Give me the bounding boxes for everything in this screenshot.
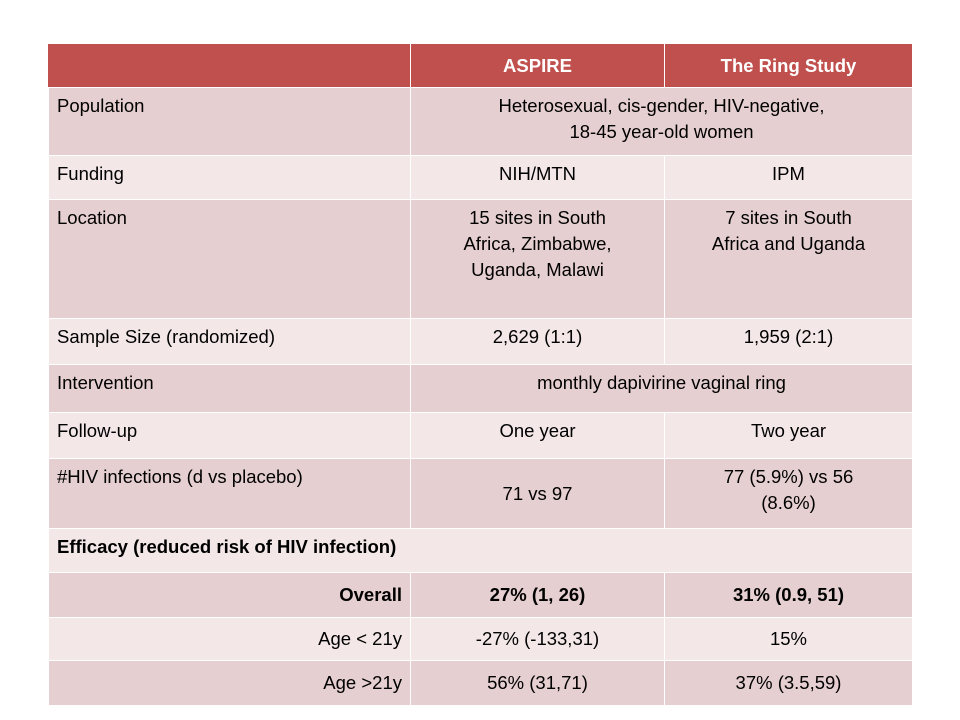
location-aspire-line3: Uganda, Malawi [471,259,604,280]
location-aspire-line2: Africa, Zimbabwe, [463,233,612,254]
hiv-infections-ring-line1: 77 (5.9%) vs 56 [723,466,854,487]
efficacy-label: Efficacy (reduced risk of HIV infection) [48,528,913,573]
location-ring-line2: Africa and Uganda [711,233,866,254]
age-under-21-aspire: -27% (-133,31) [410,617,665,661]
row-follow-up: Follow-up One year Two year [48,412,913,459]
follow-up-ring: Two year [664,412,913,459]
row-funding: Funding NIH/MTN IPM [48,155,913,200]
overall-ring: 31% (0.9, 51) [664,572,913,618]
row-efficacy: Efficacy (reduced risk of HIV infection) [48,528,913,573]
overall-aspire: 27% (1, 26) [410,572,665,618]
hiv-infections-ring: 77 (5.9%) vs 56 (8.6%) [664,458,913,529]
location-aspire-line1: 15 sites in South [469,207,606,228]
age-over-21-label: Age >21y [48,660,411,706]
hiv-infections-ring-line2: (8.6%) [761,492,816,513]
row-sample-size: Sample Size (randomized) 2,629 (1:1) 1,9… [48,318,913,365]
sample-size-label: Sample Size (randomized) [48,318,411,365]
location-aspire: 15 sites in South Africa, Zimbabwe, Ugan… [410,199,665,319]
sample-size-ring: 1,959 (2:1) [664,318,913,365]
header-ring-study: The Ring Study [664,43,913,88]
header-blank-cell [48,43,411,88]
row-overall: Overall 27% (1, 26) 31% (0.9, 51) [48,572,913,618]
location-ring-line1: 7 sites in South [725,207,852,228]
intervention-label: Intervention [48,364,411,413]
intervention-value: monthly dapivirine vaginal ring [410,364,913,413]
population-value-line2: 18-45 year-old women [569,121,754,142]
row-intervention: Intervention monthly dapivirine vaginal … [48,364,913,413]
row-hiv-infections: #HIV infections (d vs placebo) 71 vs 97 … [48,458,913,529]
row-population: Population Heterosexual, cis-gender, HIV… [48,87,913,156]
hiv-infections-label: #HIV infections (d vs placebo) [48,458,411,529]
age-over-21-ring: 37% (3.5,59) [664,660,913,706]
header-aspire: ASPIRE [410,43,665,88]
sample-size-aspire: 2,629 (1:1) [410,318,665,365]
overall-label: Overall [48,572,411,618]
follow-up-label: Follow-up [48,412,411,459]
age-under-21-ring: 15% [664,617,913,661]
row-location: Location 15 sites in South Africa, Zimba… [48,199,913,319]
location-ring: 7 sites in South Africa and Uganda [664,199,913,319]
row-age-under-21: Age < 21y -27% (-133,31) 15% [48,617,913,661]
follow-up-aspire: One year [410,412,665,459]
age-over-21-aspire: 56% (31,71) [410,660,665,706]
population-label: Population [48,87,411,156]
location-label: Location [48,199,411,319]
comparison-table: ASPIRE The Ring Study Population Heteros… [48,43,913,706]
population-value: Heterosexual, cis-gender, HIV-negative, … [410,87,913,156]
age-under-21-label: Age < 21y [48,617,411,661]
funding-ring: IPM [664,155,913,200]
row-age-over-21: Age >21y 56% (31,71) 37% (3.5,59) [48,660,913,706]
hiv-infections-aspire: 71 vs 97 [410,458,665,529]
funding-aspire: NIH/MTN [410,155,665,200]
population-value-line1: Heterosexual, cis-gender, HIV-negative, [498,95,825,116]
header-row: ASPIRE The Ring Study [48,43,913,88]
funding-label: Funding [48,155,411,200]
